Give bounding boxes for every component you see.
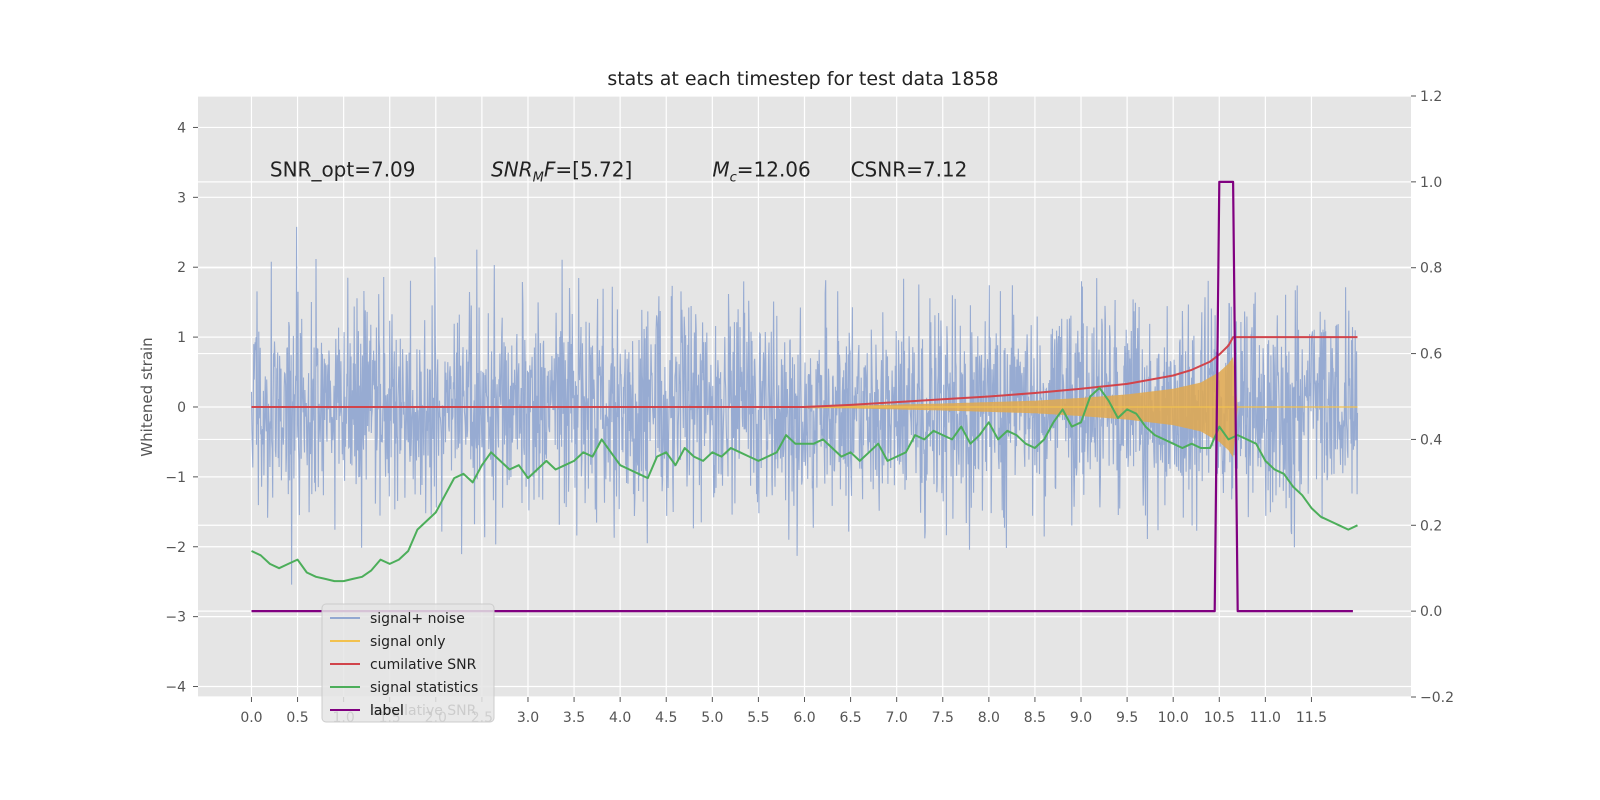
legend-label: signal statistics bbox=[370, 680, 478, 696]
y2-tick-label: 1.0 bbox=[1420, 175, 1442, 191]
y-tick-label: −2 bbox=[165, 540, 186, 556]
y-tick-label: 3 bbox=[177, 190, 186, 206]
x-tick-label: 0.0 bbox=[240, 710, 262, 726]
legend-label-top: label bbox=[370, 703, 404, 719]
cumulative-snr-series bbox=[251, 336, 1358, 408]
x-tick-label: 4.0 bbox=[609, 710, 631, 726]
y-tick-label: −4 bbox=[165, 680, 186, 696]
y-tick-label: 4 bbox=[177, 120, 186, 136]
x-tick-label: 10.5 bbox=[1204, 710, 1235, 726]
x-tick-label: 3.0 bbox=[517, 710, 539, 726]
legend-ghost-label: cumilative SNR bbox=[370, 703, 477, 719]
x-tick-label: 0.5 bbox=[286, 710, 308, 726]
x-tick-label: 7.0 bbox=[886, 710, 908, 726]
y-tick-label: 0 bbox=[177, 400, 186, 416]
annotation-text: SNR_opt=7.09 bbox=[270, 157, 416, 181]
legend-label: signal only bbox=[370, 634, 445, 650]
y-tick-labels: −4 −3 −2 −1 0 1 2 3 4 bbox=[165, 120, 198, 696]
y2-tick-label: 0.2 bbox=[1420, 518, 1442, 534]
x-tick-label: 6.5 bbox=[839, 710, 861, 726]
x-tick-label: 10.0 bbox=[1158, 710, 1189, 726]
x-tick-label: 8.5 bbox=[1024, 710, 1046, 726]
chart-title: stats at each timestep for test data 185… bbox=[607, 68, 998, 90]
y2-tick-label: 0.4 bbox=[1420, 432, 1442, 448]
statistics-line bbox=[251, 386, 1358, 583]
label-series bbox=[251, 180, 1353, 613]
x-tick-label: 4.5 bbox=[655, 710, 677, 726]
x-tick-label: 5.0 bbox=[701, 710, 723, 726]
y2-tick-label: −0.2 bbox=[1420, 690, 1454, 706]
x-tick-label: 5.5 bbox=[747, 710, 769, 726]
x-tick-label: 11.0 bbox=[1250, 710, 1281, 726]
annotation-text: SNRMF=[5.72] bbox=[491, 157, 632, 185]
statistics-series bbox=[251, 386, 1358, 583]
y2-tick-label: 0.8 bbox=[1420, 261, 1442, 277]
y2-tick-label: 0.0 bbox=[1420, 604, 1442, 620]
x-tick-label: 8.0 bbox=[978, 710, 1000, 726]
annotation-text: Mc=12.06 bbox=[712, 157, 810, 185]
y2-tick-label: 0.6 bbox=[1420, 347, 1442, 363]
y-tick-label: −3 bbox=[165, 610, 186, 626]
legend-label: signal+ noise bbox=[370, 611, 465, 627]
legend-label: cumilative SNR bbox=[370, 657, 477, 673]
x-tick-label: 11.5 bbox=[1296, 710, 1327, 726]
legend-box bbox=[321, 603, 495, 723]
legend-label: label bbox=[370, 703, 404, 719]
y-tick-label: 2 bbox=[177, 260, 186, 276]
x-tick-label: 7.5 bbox=[932, 710, 954, 726]
y-tick-label: −1 bbox=[165, 470, 186, 486]
y2-tick-labels: −0.2 0.0 0.2 0.4 0.6 0.8 1.0 1.2 bbox=[1411, 89, 1454, 706]
y-axis-label: Whitened strain bbox=[138, 337, 156, 456]
legend: signal+ noise signal only cumilative SNR si… bbox=[321, 603, 495, 723]
cumulative-snr-line bbox=[251, 336, 1358, 408]
annotation-text: CSNR=7.12 bbox=[851, 157, 968, 181]
x-tick-label: 6.0 bbox=[793, 710, 815, 726]
y-tick-label: 1 bbox=[177, 330, 186, 346]
y2-tick-label: 1.2 bbox=[1420, 89, 1442, 105]
annotations: SNR_opt=7.09 SNRMF=[5.72] Mc=12.06 CSNR=7.1… bbox=[270, 157, 968, 185]
label-line bbox=[251, 180, 1353, 613]
x-tick-label: 9.5 bbox=[1116, 710, 1138, 726]
x-tick-label: 3.5 bbox=[563, 710, 585, 726]
x-tick-label: 9.0 bbox=[1070, 710, 1092, 726]
